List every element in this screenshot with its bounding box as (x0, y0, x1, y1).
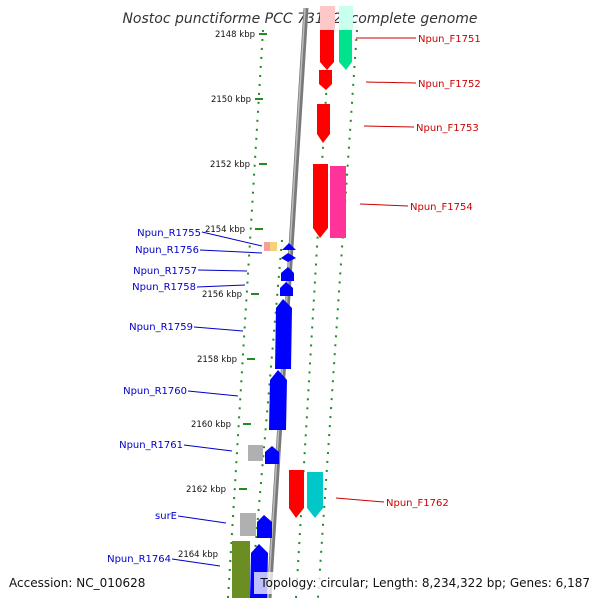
tick-label: 2148 kbp (215, 30, 255, 40)
gene-arrow-R1757[interactable] (281, 267, 294, 281)
leader-R1761 (183, 444, 233, 452)
gene-label-surE[interactable]: surE (155, 511, 177, 522)
gene-block-pink[interactable] (320, 6, 335, 30)
gene-arrow-R1759[interactable] (275, 299, 292, 369)
gene-label-F1751[interactable]: Npun_F1751 (418, 34, 481, 45)
gene-arrow-R1755[interactable] (282, 243, 296, 250)
genome-backbone (266, 7, 309, 599)
genome-info-text: Topology: circular; Length: 8,234,322 bp… (259, 576, 590, 590)
gene-arrow-R1758[interactable] (280, 282, 293, 296)
gene-arrow-R1760[interactable] (269, 370, 287, 430)
leader-R1764 (171, 558, 221, 567)
gene-arrow-F1751-secondary[interactable] (339, 30, 352, 70)
gene-label-R1757[interactable]: Npun_R1757 (133, 266, 197, 277)
leader-surE (177, 515, 227, 524)
label-leaders (171, 37, 417, 567)
footer-right-bg (254, 572, 598, 594)
leader-R1756 (199, 249, 263, 254)
scale-ticks: 2148 kbp 2150 kbp 2152 kbp 2154 kbp 2156… (178, 30, 267, 560)
tick-label: 2150 kbp (211, 95, 251, 105)
leader-R1757 (197, 269, 248, 272)
leader-R1760 (187, 390, 239, 397)
tick-label: 2152 kbp (210, 160, 250, 170)
gene-arrow-F1752[interactable] (319, 70, 332, 90)
footer-left-bg (0, 572, 152, 594)
tick-label: 2156 kbp (202, 290, 242, 300)
gene-arrow-surE[interactable] (257, 515, 272, 538)
gene-block-R1764[interactable] (232, 541, 250, 598)
gene-arrow-R1761[interactable] (265, 446, 279, 464)
outer-left-track (227, 29, 264, 599)
gene-label-R1756[interactable]: Npun_R1756 (135, 245, 199, 256)
gene-label-F1753[interactable]: Npun_F1753 (416, 123, 479, 134)
gene-label-R1758[interactable]: Npun_R1758 (132, 282, 196, 293)
gene-arrow-F1762[interactable] (289, 470, 304, 518)
tick-label: 2164 kbp (178, 550, 218, 560)
gene-arrow-R1756[interactable] (281, 253, 296, 262)
leader-F1762 (335, 497, 385, 503)
forward-strand-genes (289, 6, 353, 518)
accession-text: Accession: NC_010628 (9, 576, 145, 590)
tick-label: 2158 kbp (197, 355, 237, 365)
map-title: Nostoc punctiforme PCC 73102, complete g… (122, 11, 477, 27)
leader-F1752 (365, 81, 417, 84)
gene-arrow-F1751[interactable] (320, 30, 334, 70)
gene-label-R1764[interactable]: Npun_R1764 (107, 554, 171, 565)
gene-label-F1754[interactable]: Npun_F1754 (410, 202, 473, 213)
gene-label-R1760[interactable]: Npun_R1760 (123, 386, 187, 397)
forward-gene-labels: Npun_F1751 Npun_F1752 Npun_F1753 Npun_F1… (386, 34, 481, 509)
gene-arrow-F1754-secondary[interactable] (330, 166, 346, 238)
gene-block-surE[interactable] (240, 513, 256, 536)
gene-block-R1761[interactable] (248, 445, 263, 461)
tick-label: 2154 kbp (205, 225, 245, 235)
leader-F1754 (359, 203, 409, 207)
leader-R1758 (196, 284, 246, 288)
reverse-gene-labels: Npun_R1755 Npun_R1756 Npun_R1757 Npun_R1… (107, 228, 201, 565)
gene-block-mint[interactable] (339, 6, 353, 30)
gene-arrow-F1754[interactable] (313, 164, 328, 238)
tick-label: 2162 kbp (186, 485, 226, 495)
gene-block-R1755-stripe[interactable] (270, 242, 277, 251)
gene-label-R1759[interactable]: Npun_R1759 (129, 322, 193, 333)
gene-arrow-F1753[interactable] (317, 104, 330, 143)
gene-label-R1755[interactable]: Npun_R1755 (137, 228, 201, 239)
leader-R1759 (193, 326, 244, 332)
tick-label: 2160 kbp (191, 420, 231, 430)
gene-label-F1762[interactable]: Npun_F1762 (386, 498, 449, 509)
gene-arrow-F1762-secondary[interactable] (307, 472, 323, 518)
gene-label-R1761[interactable]: Npun_R1761 (119, 440, 183, 451)
leader-F1753 (363, 125, 415, 128)
leader-R1755 (201, 231, 263, 247)
gene-label-F1752[interactable]: Npun_F1752 (418, 79, 481, 90)
